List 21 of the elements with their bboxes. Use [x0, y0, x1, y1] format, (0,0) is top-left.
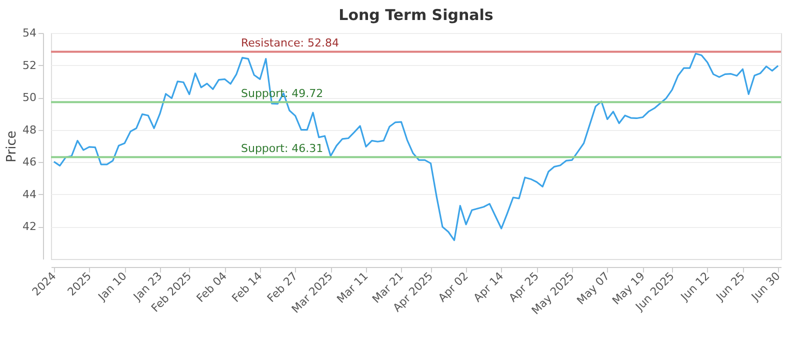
x-tick-label: Apr 02 [436, 270, 471, 305]
x-tick-label: Feb 04 [194, 270, 230, 305]
line-series [53, 52, 779, 242]
y-tick-label: 48 [22, 123, 36, 136]
ref-line-label: Resistance: 52.84 [241, 36, 339, 50]
x-tick-label: Apr 14 [471, 270, 506, 305]
x-tick-label: Jun 12 [678, 270, 712, 304]
chart-title: Long Term Signals [338, 6, 494, 24]
x-tick-label: Jun 30 [748, 270, 783, 304]
x-tick-label: Feb 14 [229, 270, 265, 305]
y-tick-label: 44 [22, 188, 36, 201]
y-tick-label: 54 [22, 26, 36, 40]
y-axis-title: Price [4, 130, 20, 162]
y-tick-label: 52 [22, 58, 36, 72]
x-tick-label: Jan 10 [95, 270, 130, 304]
y-tick-label: 42 [22, 220, 36, 234]
x-tick-label: Jun 25 [713, 270, 748, 304]
y-tick-label: 50 [22, 91, 36, 104]
x-tick-label: Mar 11 [334, 270, 371, 306]
y-tick-label: 46 [22, 156, 36, 169]
ref-line-label: Support: 46.31 [241, 142, 324, 156]
